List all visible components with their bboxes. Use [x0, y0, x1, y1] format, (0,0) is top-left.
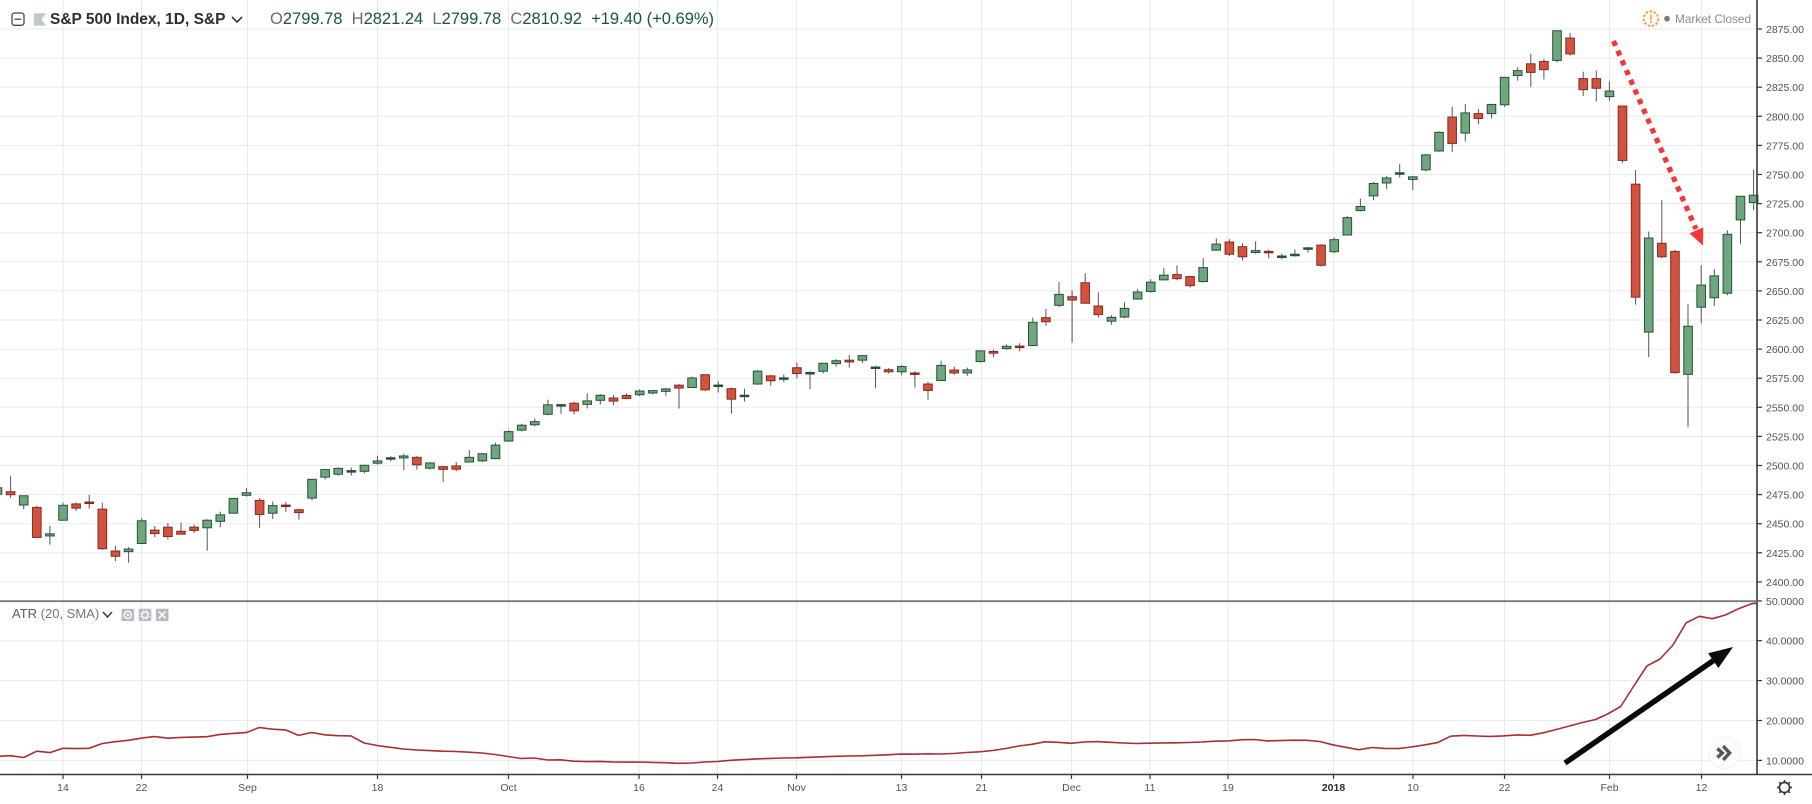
svg-text:11: 11: [1145, 782, 1156, 794]
svg-text:2425.00: 2425.00: [1766, 548, 1804, 560]
svg-text:Sep: Sep: [238, 782, 257, 794]
svg-text:2550.00: 2550.00: [1766, 402, 1804, 414]
svg-text:2575.00: 2575.00: [1766, 373, 1804, 385]
svg-text:2600.00: 2600.00: [1766, 344, 1804, 356]
svg-text:30.0000: 30.0000: [1766, 676, 1804, 688]
svg-text:2675.00: 2675.00: [1766, 257, 1804, 269]
svg-text:2725.00: 2725.00: [1766, 199, 1804, 211]
svg-text:50.0000: 50.0000: [1766, 596, 1804, 608]
svg-text:12: 12: [1696, 782, 1708, 794]
svg-text:2700.00: 2700.00: [1766, 228, 1804, 240]
svg-text:16: 16: [633, 782, 645, 794]
svg-text:2775.00: 2775.00: [1766, 140, 1804, 152]
svg-text:10.0000: 10.0000: [1766, 755, 1804, 767]
svg-text:10: 10: [1407, 782, 1419, 794]
svg-text:40.0000: 40.0000: [1766, 636, 1804, 648]
svg-text:22: 22: [1499, 782, 1511, 794]
svg-text:14: 14: [57, 782, 69, 794]
svg-text:2500.00: 2500.00: [1766, 461, 1804, 473]
svg-text:2825.00: 2825.00: [1766, 82, 1804, 94]
svg-text:24: 24: [712, 782, 724, 794]
svg-text:2750.00: 2750.00: [1766, 170, 1804, 182]
svg-text:2400.00: 2400.00: [1766, 577, 1804, 589]
svg-text:O2799.78 H2821.24 L2799.78: O2799.78 H2821.24 L2799.78 C2810.92 +19.…: [270, 10, 714, 28]
svg-text:ATR (20, SMA): ATR (20, SMA): [12, 606, 99, 621]
svg-text:Oct: Oct: [500, 782, 516, 794]
svg-text:2525.00: 2525.00: [1766, 431, 1804, 443]
svg-text:18: 18: [372, 782, 384, 794]
svg-text:2475.00: 2475.00: [1766, 490, 1804, 502]
svg-text:Feb: Feb: [1600, 782, 1618, 794]
svg-text:2625.00: 2625.00: [1766, 315, 1804, 327]
svg-text:Market Closed: Market Closed: [1675, 12, 1751, 26]
svg-text:Dec: Dec: [1062, 782, 1081, 794]
svg-text:2800.00: 2800.00: [1766, 111, 1804, 123]
svg-text:20.0000: 20.0000: [1766, 716, 1804, 728]
svg-text:21: 21: [976, 782, 988, 794]
svg-text:22: 22: [136, 782, 148, 794]
svg-text:19: 19: [1222, 782, 1234, 794]
svg-text:2850.00: 2850.00: [1766, 53, 1804, 65]
svg-text:S&P 500 Index, 1D, S&P: S&P 500 Index, 1D, S&P: [50, 11, 225, 28]
svg-text:13: 13: [896, 782, 908, 794]
svg-text:2875.00: 2875.00: [1766, 24, 1804, 36]
svg-text:!: !: [1649, 12, 1653, 26]
svg-text:2018: 2018: [1322, 782, 1346, 794]
svg-text:Nov: Nov: [787, 782, 806, 794]
svg-text:2650.00: 2650.00: [1766, 286, 1804, 298]
svg-text:2450.00: 2450.00: [1766, 519, 1804, 531]
